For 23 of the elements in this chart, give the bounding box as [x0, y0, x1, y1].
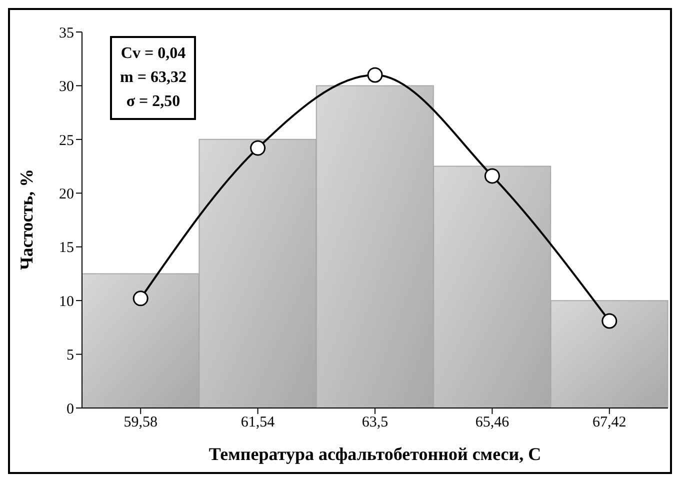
x-tick-label: 61,54 — [240, 414, 276, 431]
point — [484, 168, 500, 184]
y-tick-label: 0 — [66, 401, 74, 418]
y-axis-title: Частость, % — [16, 168, 36, 270]
x-tick-label: 59,58 — [124, 414, 158, 431]
y-tick-label: 20 — [59, 186, 74, 202]
y-tick-label: 30 — [59, 79, 74, 96]
point — [132, 290, 148, 306]
point — [250, 140, 266, 156]
annotation: m = 63,32 — [120, 68, 186, 88]
x-tick-label: 65,46 — [475, 414, 510, 431]
y-tick-label: 10 — [59, 294, 74, 310]
y-tick-label: 15 — [59, 240, 74, 256]
annotation: σ = 2,50 — [125, 92, 182, 112]
x-tick-label: 67,42 — [592, 414, 626, 431]
y-tick-label: 35 — [59, 25, 74, 42]
point — [367, 67, 383, 83]
y-tick-label: 5 — [66, 348, 74, 364]
y-tick-label: 25 — [59, 132, 74, 149]
point — [602, 313, 618, 329]
x-axis-title: Температура асфальтобетонной смеси, С — [208, 444, 542, 464]
annotation: Cv = 0,04 — [120, 44, 186, 64]
x-tick-label: 63,5 — [362, 414, 388, 431]
